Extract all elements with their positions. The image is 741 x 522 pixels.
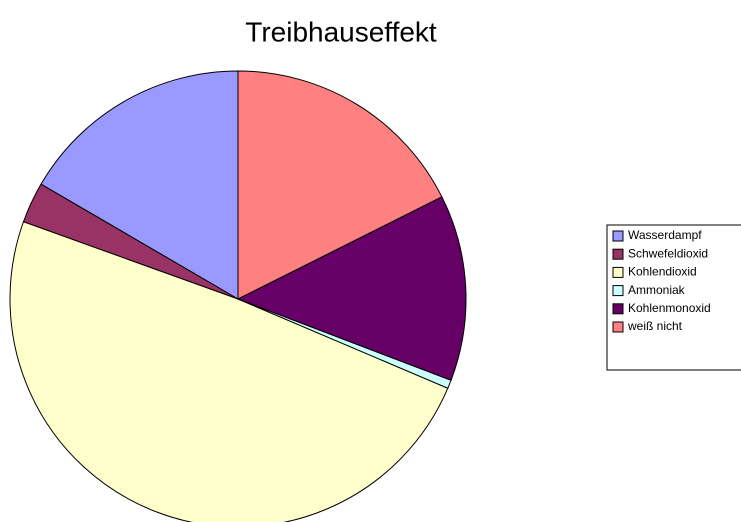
pie-slice [40,70,239,300]
legend-label: Kohlendioxid [628,265,697,279]
legend-label: Schwefeldioxid [628,246,708,260]
legend-label: weiß nicht [627,319,683,333]
legend-swatch [612,230,624,242]
chart-title: Treibhauseffekt [245,16,437,47]
pie-slice [237,70,443,300]
pie-slice [9,221,449,522]
legend-swatch [612,285,624,297]
legend-swatch [612,303,624,315]
legend-label: Wasserdampf [628,228,702,242]
legend-label: Kohlenmonoxid [628,301,711,315]
legend-swatch [612,248,624,260]
pie-slice [236,196,467,381]
legend-swatch [612,266,624,278]
legend-swatch [612,321,624,333]
legend-box [606,224,741,371]
legend-label: Ammoniak [628,283,686,297]
